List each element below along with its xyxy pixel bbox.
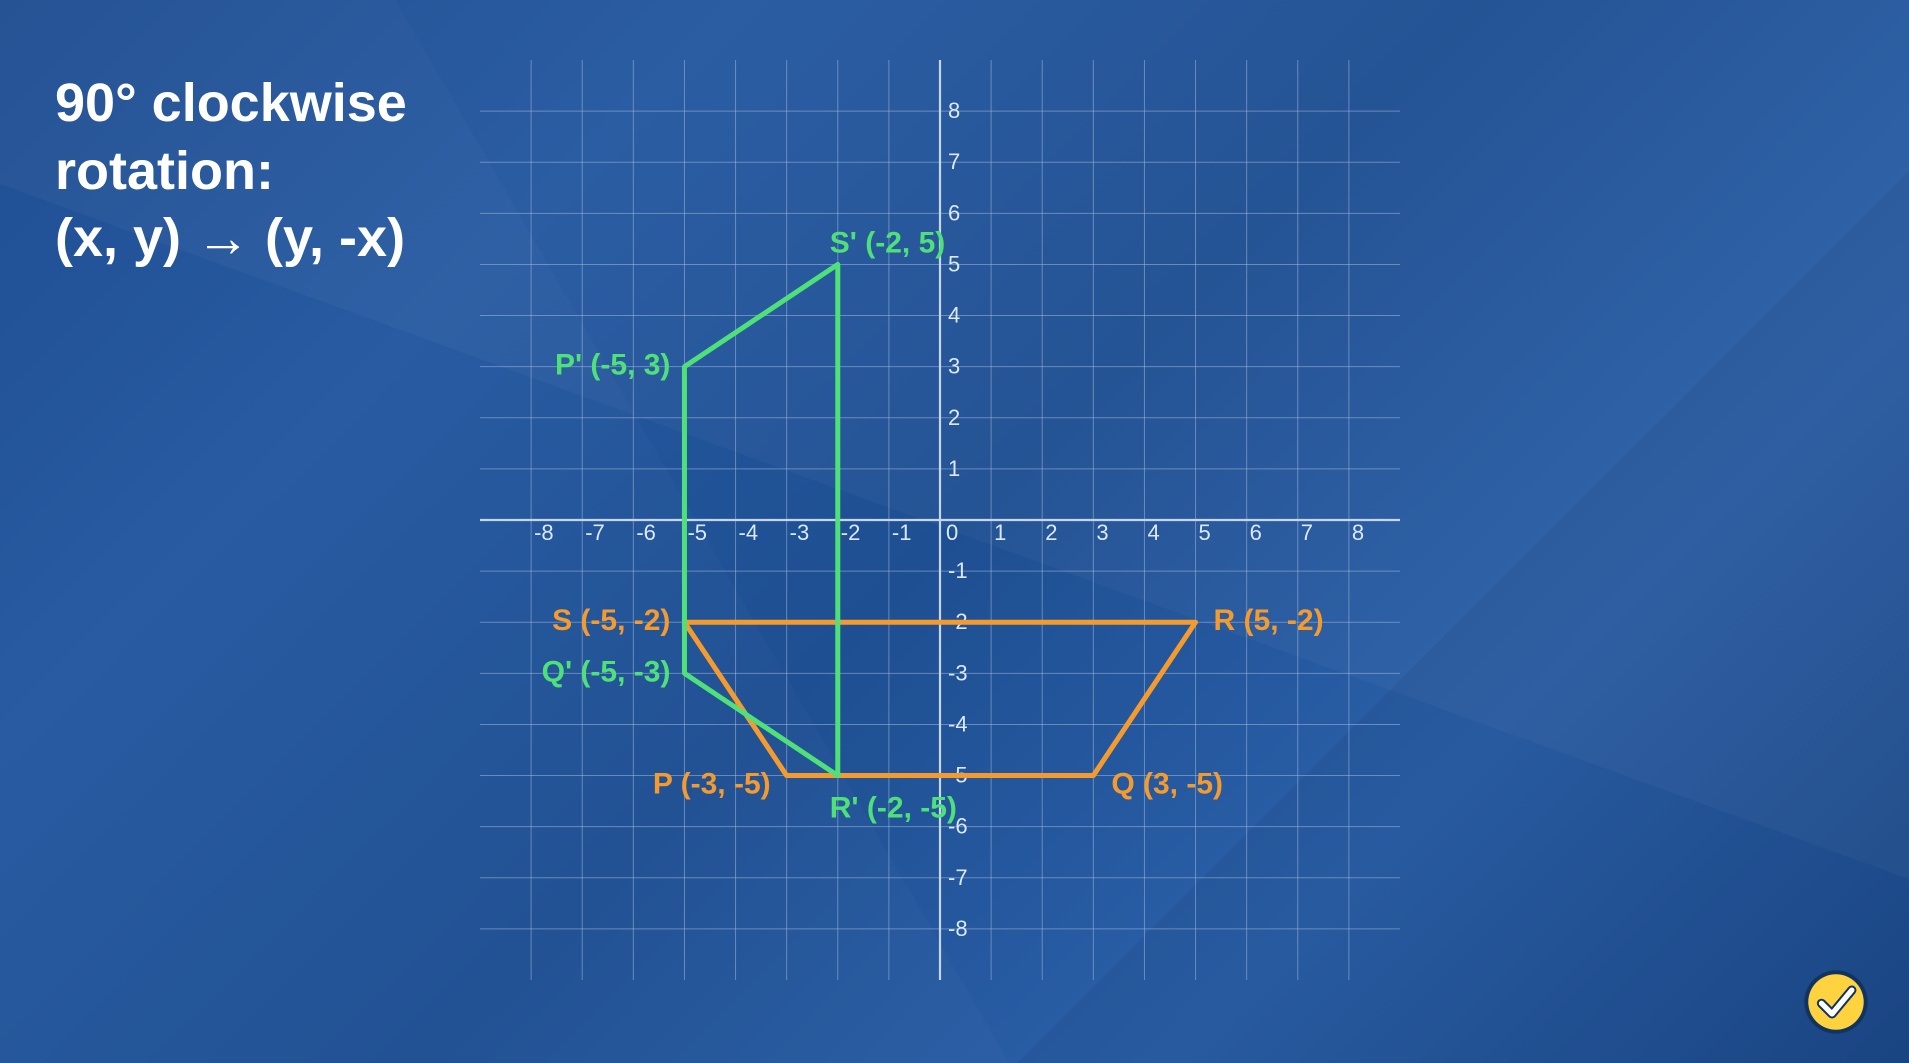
point-label: S (-5, -2): [552, 604, 670, 637]
svg-text:-8: -8: [948, 916, 968, 941]
svg-text:-7: -7: [585, 520, 605, 545]
svg-text:0: 0: [946, 520, 958, 545]
title-block: 90° clockwise rotation: (x, y) → (y, -x): [55, 70, 407, 273]
point-label: R' (-2, -5): [830, 792, 957, 825]
svg-text:6: 6: [1250, 520, 1262, 545]
point-label: P (-3, -5): [653, 768, 771, 801]
svg-text:-4: -4: [948, 711, 968, 736]
svg-text:-2: -2: [841, 520, 861, 545]
svg-text:5: 5: [948, 251, 960, 276]
svg-text:-1: -1: [948, 558, 968, 583]
svg-text:3: 3: [948, 354, 960, 379]
svg-text:2: 2: [948, 405, 960, 430]
graph-svg: -8-8-7-7-6-6-5-5-4-4-3-3-2-2-1-101122334…: [480, 60, 1400, 980]
svg-text:1: 1: [948, 456, 960, 481]
checkmark-icon: [1803, 969, 1869, 1035]
svg-text:6: 6: [948, 200, 960, 225]
svg-text:7: 7: [1301, 520, 1313, 545]
point-label: S' (-2, 5): [830, 226, 946, 259]
point-label: Q' (-5, -3): [542, 655, 671, 688]
point-label: Q (3, -5): [1111, 768, 1223, 801]
svg-text:5: 5: [1199, 520, 1211, 545]
svg-text:-7: -7: [948, 865, 968, 890]
svg-text:-3: -3: [948, 660, 968, 685]
svg-text:-5: -5: [687, 520, 707, 545]
svg-text:-8: -8: [534, 520, 554, 545]
svg-text:8: 8: [948, 98, 960, 123]
svg-text:-1: -1: [892, 520, 912, 545]
point-label: R (5, -2): [1214, 604, 1324, 637]
svg-text:7: 7: [948, 149, 960, 174]
svg-text:2: 2: [1045, 520, 1057, 545]
point-label: P' (-5, 3): [555, 349, 671, 382]
svg-text:8: 8: [1352, 520, 1364, 545]
brand-logo: [1803, 969, 1869, 1035]
title-line-3: (x, y) → (y, -x): [55, 205, 407, 273]
title-line-1: 90° clockwise: [55, 70, 407, 138]
svg-text:4: 4: [1147, 520, 1159, 545]
svg-text:1: 1: [994, 520, 1006, 545]
svg-text:-3: -3: [790, 520, 810, 545]
coordinate-graph: -8-8-7-7-6-6-5-5-4-4-3-3-2-2-1-101122334…: [480, 60, 1400, 985]
svg-text:-4: -4: [739, 520, 759, 545]
svg-text:3: 3: [1096, 520, 1108, 545]
title-line-2: rotation:: [55, 138, 407, 206]
svg-text:-6: -6: [636, 520, 656, 545]
svg-text:4: 4: [948, 303, 960, 328]
